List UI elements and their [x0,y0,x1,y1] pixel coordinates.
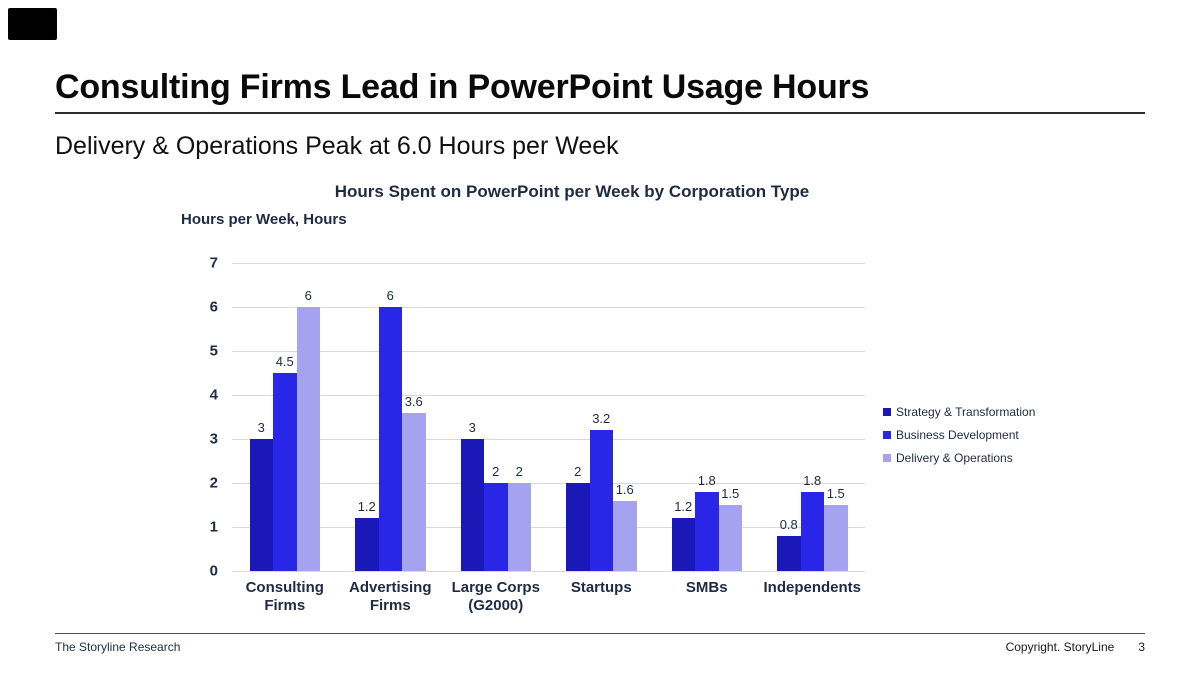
bar-5-2 [695,491,719,571]
bar-value-label: 2 [515,464,523,479]
bar-2-2 [378,307,402,571]
bar-6-2 [800,491,824,571]
page-number: 3 [1138,640,1145,654]
bar-5-1 [671,518,695,571]
gridline-y5 [232,350,865,352]
bar-value-label: 0.8 [779,516,798,532]
gridline-y3 [232,438,865,440]
bar-value-label: 1.5 [721,486,740,501]
y-tick-label-4: 4 [209,386,218,404]
gridline-y7 [232,262,865,264]
category-label: Large Corps (G2000) [451,579,540,614]
footer-right: Copyright. StoryLine 3 [1006,640,1145,654]
category-label: Consulting Firms [245,579,324,614]
plot-area: 0 1 2 3 4 5 6 7 3 4.5 6 Consulting Firms 1.2 6 3.6 Adve… [210,255,865,614]
bar-3-1 [460,439,484,571]
bar-value-label: 6 [304,288,312,303]
legend-item: Delivery & Operations [883,451,1035,465]
legend-label: Business Development [896,428,1019,442]
category-label: Independents [763,579,861,596]
bar-value-label: 1.8 [697,472,716,488]
y-axis-unit-label: Hours per Week, Hours [181,211,347,228]
bar-3-2 [484,483,508,571]
category-label: Startups [570,579,632,596]
gridline-y4 [232,394,865,396]
legend-item: Business Development [883,428,1035,442]
title-divider [55,112,1145,114]
bar-6-1 [777,535,801,571]
bar-value-label: 2 [492,464,500,479]
bar-3-3 [507,483,531,571]
footer-source: The Storyline Research [55,640,181,654]
bar-4-3 [613,500,637,571]
y-tick-label-5: 5 [209,342,218,360]
bar-value-label: 3 [468,420,476,435]
bar-1-3 [296,307,320,571]
gridline-y1 [232,526,865,528]
bar-value-label: 1.5 [826,486,845,501]
legend-label: Delivery & Operations [896,451,1013,465]
legend-swatch [883,408,891,416]
slide-subtitle: Delivery & Operations Peak at 6.0 Hours … [55,132,619,160]
bar-value-label: 1.8 [803,472,822,488]
legend-item: Strategy & Transformation [883,405,1035,419]
bar-6-3 [824,505,848,571]
legend-label: Strategy & Transformation [896,405,1036,419]
category-label: SMBs [685,579,728,596]
bar-value-label: 1.2 [357,499,376,515]
bar-value-label: 3.2 [592,411,611,427]
bar-1-2 [273,373,297,571]
bar-4-1 [566,483,590,571]
y-tick-label-7: 7 [209,254,218,272]
y-tick-label-3: 3 [209,430,218,448]
logo-placeholder [8,8,57,40]
bar-value-label: 2 [574,464,582,479]
bar-value-label: 1.6 [615,481,634,497]
bar-2-3 [402,412,426,571]
gridline-y6 [232,306,865,308]
bar-2-1 [355,518,379,571]
category-label: Advertising Firms [348,579,432,614]
bar-1-1 [249,439,273,571]
bar-value-label: 6 [386,288,394,303]
chart-legend: Strategy & Transformation Business Develo… [883,405,1035,474]
footer-divider [55,633,1145,634]
bar-value-label: 4.5 [275,354,294,369]
footer-copyright: Copyright. StoryLine [1005,640,1115,654]
gridline-y2 [232,482,865,484]
y-tick-label-1: 1 [209,518,218,536]
bar-4-2 [589,430,613,571]
bar-5-3 [718,505,742,571]
bar-value-label: 3 [257,420,265,435]
gridline-y0 [232,570,865,572]
legend-swatch [883,431,891,439]
bar-value-label: 1.2 [674,499,693,515]
slide-title: Consulting Firms Lead in PowerPoint Usag… [55,68,870,106]
y-tick-label-2: 2 [209,474,218,492]
y-tick-label-6: 6 [209,298,218,316]
legend-swatch [883,454,891,462]
bar-value-label: 3.6 [404,393,423,409]
chart-title: Hours Spent on PowerPoint per Week by Co… [334,182,810,201]
y-tick-label-0: 0 [209,562,218,580]
